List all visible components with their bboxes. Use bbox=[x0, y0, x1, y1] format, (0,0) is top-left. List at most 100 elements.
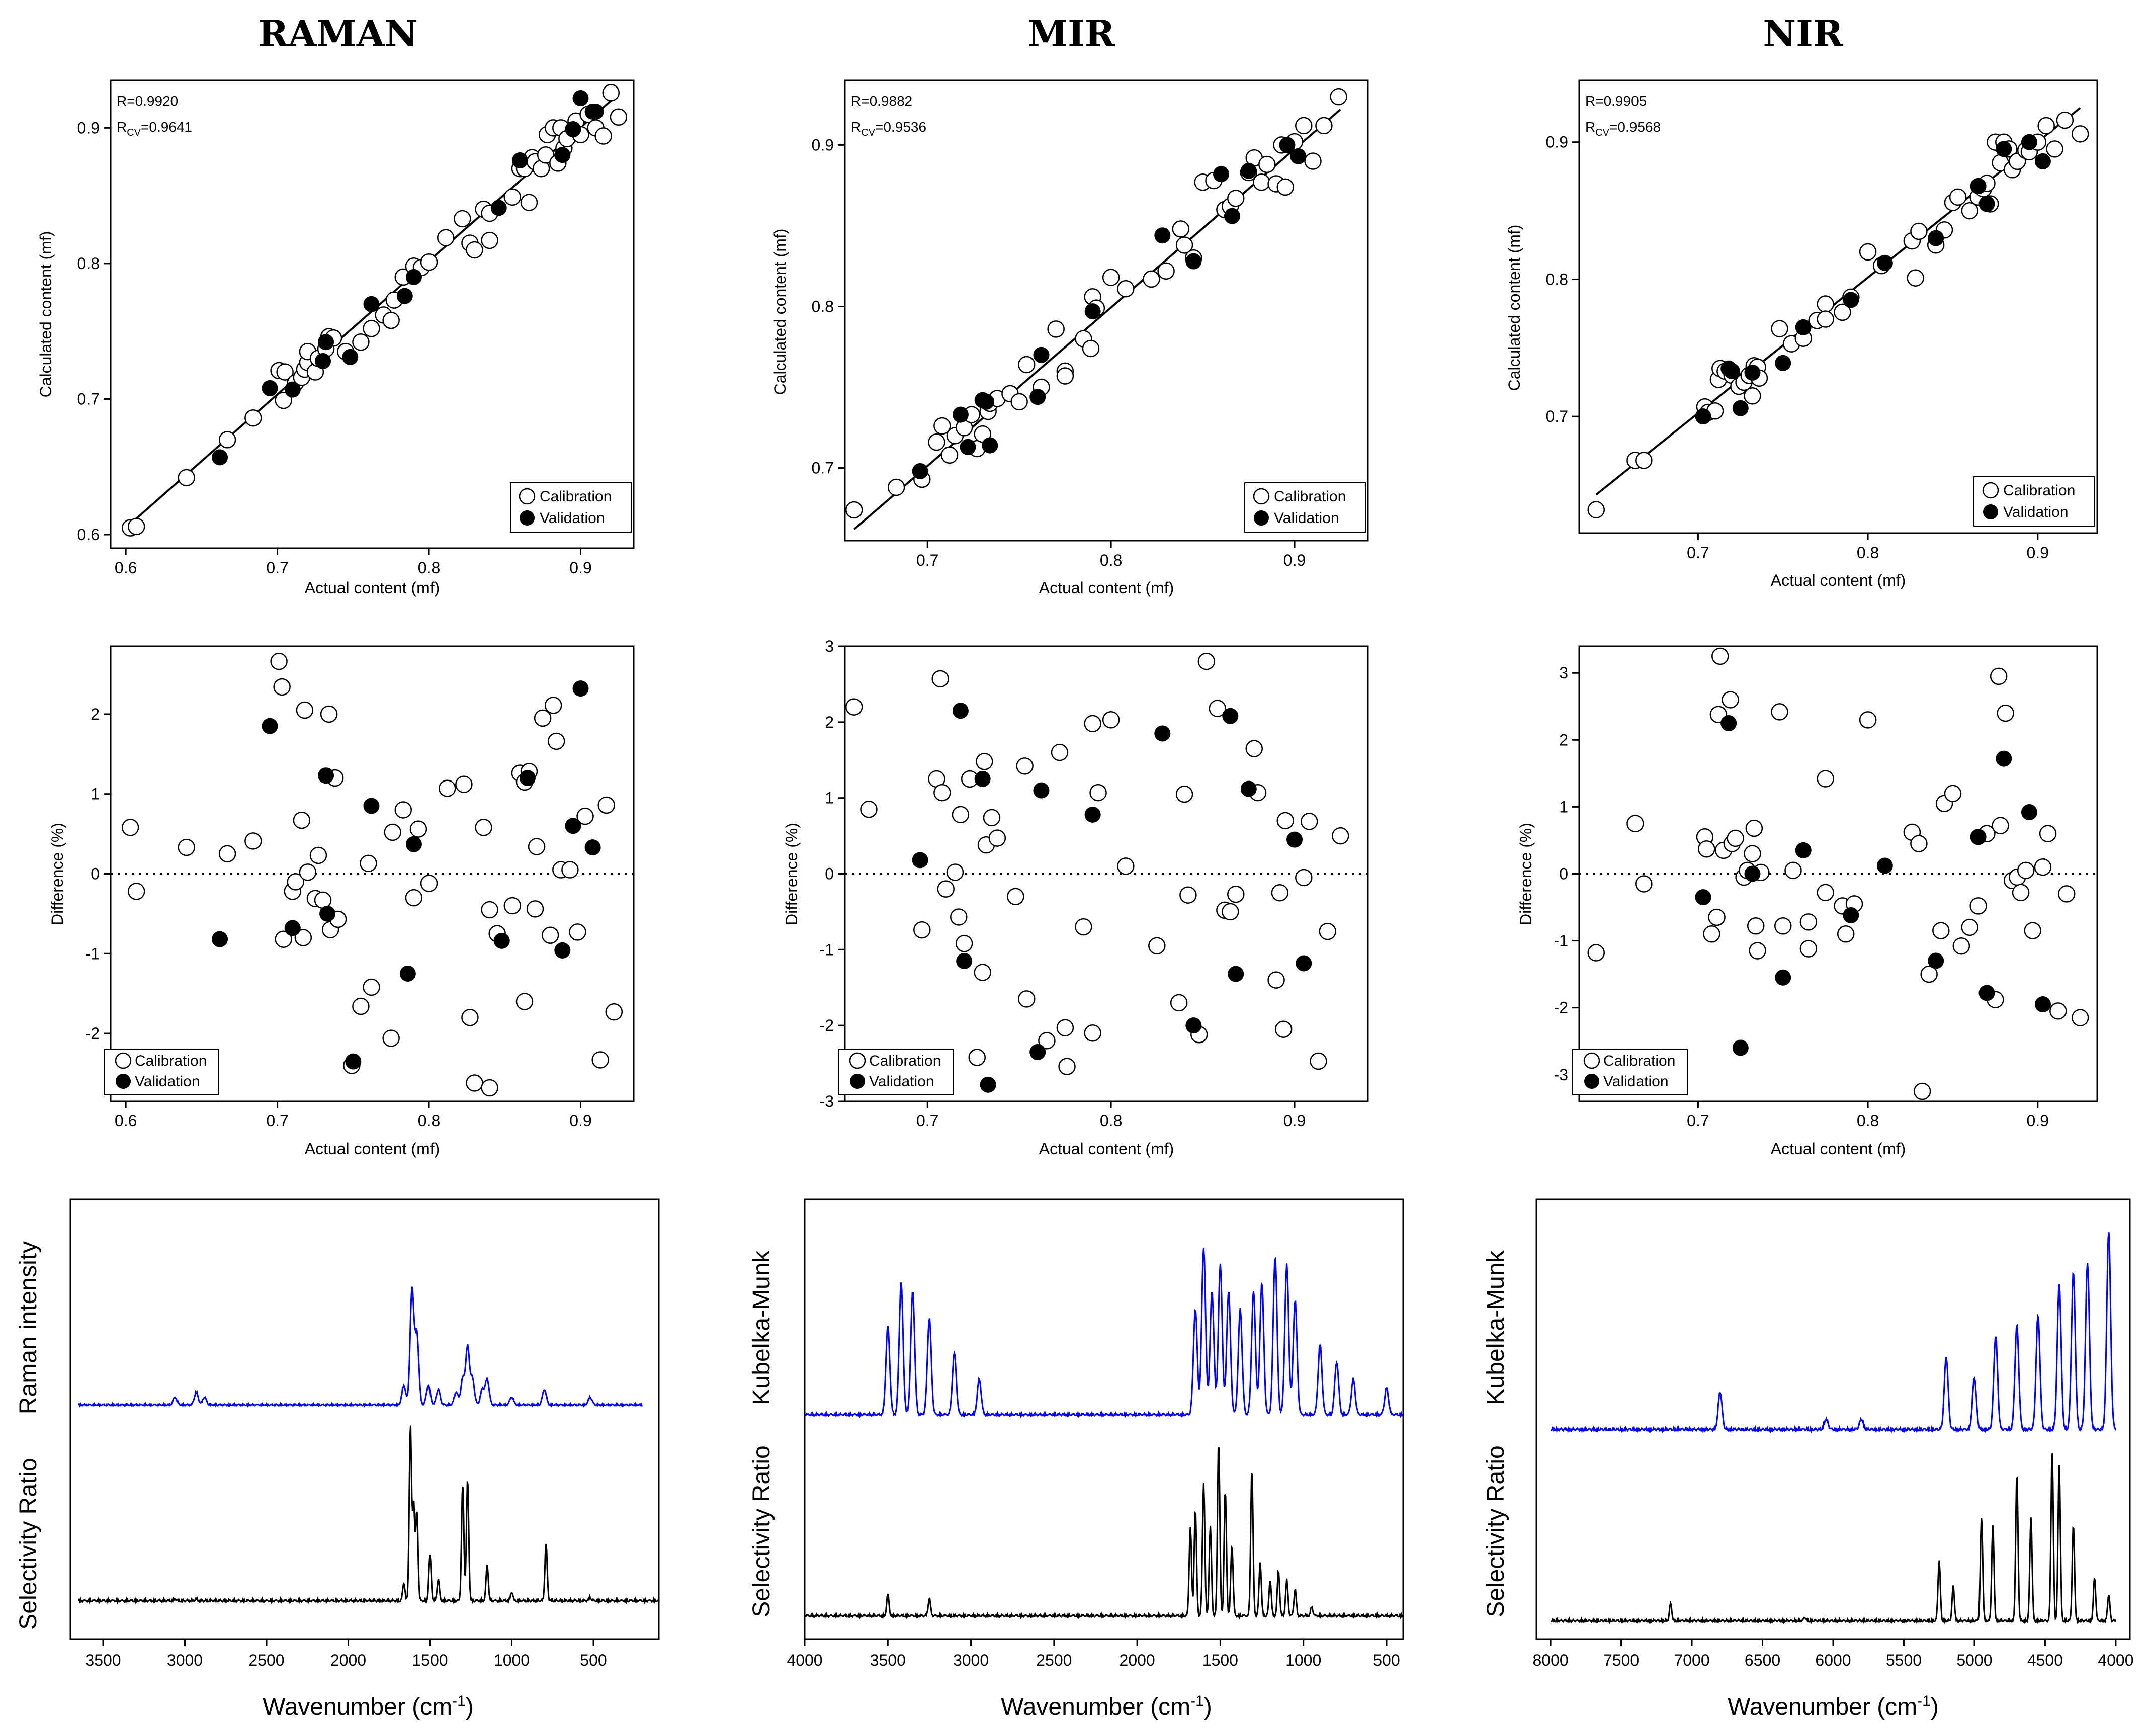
y-tick-label: 0 bbox=[825, 865, 834, 883]
calibration-point bbox=[1990, 667, 2008, 685]
validation-point bbox=[318, 334, 334, 351]
spectrum-trace bbox=[1550, 1232, 2117, 1434]
validation-point bbox=[1876, 857, 1893, 874]
validation-point bbox=[2034, 153, 2051, 169]
validation-point bbox=[584, 839, 601, 856]
calibration-point bbox=[2046, 140, 2063, 158]
legend-calibration-marker bbox=[849, 1052, 866, 1069]
calibration-point bbox=[1056, 367, 1074, 385]
calibration-point bbox=[860, 801, 878, 818]
calibration-point bbox=[1910, 222, 1928, 240]
y-tick-label: 0.7 bbox=[77, 390, 100, 408]
calibration-point bbox=[2034, 858, 2052, 876]
calibration-point bbox=[1749, 942, 1766, 960]
x-tick-label: 6500 bbox=[1745, 1651, 1780, 1669]
calibration-point bbox=[360, 854, 377, 873]
calibration-point bbox=[384, 823, 401, 841]
x-tick-label: 0.9 bbox=[2027, 1112, 2049, 1130]
validation-point bbox=[1213, 166, 1230, 183]
y-axis-label-top: Kubelka-Munk bbox=[748, 1250, 775, 1405]
calibration-point bbox=[983, 809, 1001, 827]
calibration-point bbox=[1817, 770, 1834, 788]
calibration-point bbox=[528, 838, 546, 855]
legend-calibration-marker bbox=[1982, 482, 1999, 499]
calibration-point bbox=[1949, 188, 1967, 206]
validation-point bbox=[1795, 842, 1812, 858]
validation-point bbox=[1876, 254, 1893, 271]
calibration-point bbox=[605, 1003, 623, 1021]
calibration-point bbox=[1258, 155, 1276, 173]
calibration-point bbox=[382, 311, 400, 329]
calibration-point bbox=[363, 320, 380, 337]
validation-point bbox=[554, 147, 571, 163]
calibration-point bbox=[1332, 827, 1349, 845]
calibration-point bbox=[1319, 922, 1336, 940]
validation-point bbox=[1279, 137, 1296, 153]
calibration-point bbox=[1587, 944, 1605, 962]
calibration-point bbox=[1157, 262, 1175, 280]
selectivity-ratio-trace bbox=[77, 1425, 659, 1605]
x-tick-label: 4500 bbox=[2027, 1651, 2063, 1669]
validation-point bbox=[1978, 985, 1995, 1001]
calibration-point bbox=[1817, 884, 1834, 902]
regression-line bbox=[1595, 107, 2081, 496]
validation-point bbox=[1029, 1044, 1046, 1060]
calibration-point bbox=[1117, 280, 1135, 298]
calibration-point bbox=[1018, 356, 1036, 374]
calibration-point bbox=[127, 517, 145, 536]
calibration-point bbox=[2017, 861, 2035, 880]
calibration-point bbox=[178, 838, 195, 856]
validation-point bbox=[1185, 1017, 1202, 1034]
calibration-point bbox=[1771, 703, 1788, 721]
legend-calibration-label: Calibration bbox=[1274, 488, 1346, 505]
calibration-point bbox=[1626, 815, 1644, 832]
calibration-point bbox=[1859, 243, 1877, 261]
x-tick-label: 4000 bbox=[2098, 1651, 2133, 1669]
calibration-point bbox=[1997, 704, 2014, 722]
calibration-point bbox=[931, 670, 950, 688]
validation-point bbox=[1744, 364, 1761, 381]
calibration-point bbox=[940, 446, 959, 464]
legend-validation-marker bbox=[116, 1074, 131, 1089]
y-tick-label: 0.8 bbox=[77, 254, 100, 273]
calibration-point bbox=[1274, 1020, 1293, 1038]
calibration-point bbox=[2056, 111, 2074, 129]
calibration-point bbox=[2039, 825, 2057, 842]
y-tick-label: 0.6 bbox=[77, 526, 100, 544]
y-axis-label: Difference (%) bbox=[783, 823, 801, 925]
validation-point bbox=[284, 920, 301, 936]
legend-calibration-label: Calibration bbox=[540, 488, 612, 505]
calibration-point bbox=[1143, 270, 1160, 288]
legend-calibration-marker bbox=[1253, 488, 1270, 505]
calibration-point bbox=[466, 1074, 483, 1092]
calibration-point bbox=[1271, 884, 1289, 902]
y-tick-label: 0.9 bbox=[1546, 133, 1568, 151]
selectivity-ratio-trace bbox=[1550, 1453, 2117, 1625]
y-axis-label-bottom: Selectivity Ratio bbox=[1483, 1445, 1509, 1617]
calibration-point bbox=[2012, 884, 2030, 902]
calibration-point bbox=[437, 229, 455, 246]
calibration-point bbox=[475, 819, 492, 836]
y-axis-label: Calculated content (mf) bbox=[1505, 225, 1523, 391]
validation-point bbox=[1843, 292, 1859, 308]
validation-point bbox=[952, 406, 969, 423]
validation-point bbox=[554, 942, 571, 959]
legend: Calibration Validation bbox=[1973, 476, 2095, 527]
x-tick-label: 7500 bbox=[1603, 1651, 1639, 1669]
calibration-point bbox=[1267, 971, 1285, 989]
calibration-point bbox=[1698, 840, 1715, 858]
legend-validation-label: Validation bbox=[869, 1073, 934, 1090]
calibration-point bbox=[1907, 269, 1924, 287]
calibration-point bbox=[1969, 897, 1987, 915]
y-tick-label: 1 bbox=[1559, 798, 1568, 816]
legend-validation-marker bbox=[850, 1074, 865, 1089]
y-tick-label: 3 bbox=[825, 637, 834, 655]
validation-point bbox=[912, 463, 928, 479]
validation-point bbox=[1084, 806, 1101, 823]
calibration-point bbox=[1038, 1032, 1056, 1050]
calibration-point bbox=[218, 845, 236, 863]
validation-point bbox=[2021, 134, 2037, 150]
x-tick-label: 2000 bbox=[330, 1651, 366, 1669]
raman-spectra-plot: 3500 3000 2500 2000 1500 1000 500 Raman intens… bbox=[15, 1198, 660, 1720]
